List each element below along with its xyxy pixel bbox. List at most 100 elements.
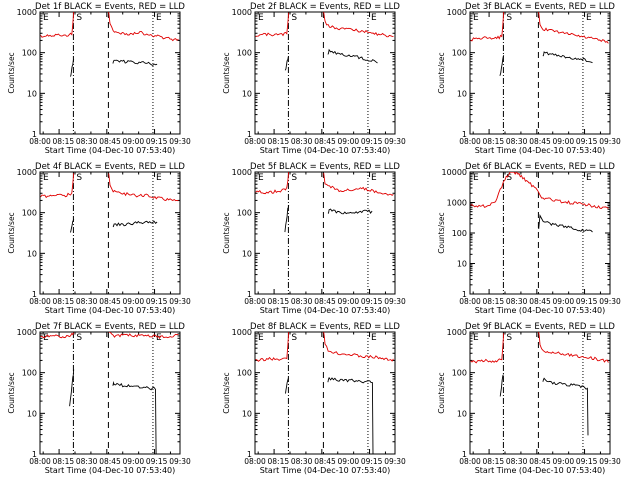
lld-series-line bbox=[470, 172, 609, 209]
x-tick-label: 08:30 bbox=[291, 137, 313, 146]
x-tick-label: 08:15 bbox=[483, 297, 505, 306]
lld-series-line bbox=[255, 172, 290, 195]
x-axis-label: Start Time (04-Dec-10 07:53:40) bbox=[475, 466, 606, 475]
events-series-line bbox=[70, 218, 75, 233]
x-tick-label: 09:00 bbox=[338, 297, 360, 306]
x-tick-label: 08:00 bbox=[459, 137, 481, 146]
time-marker-label: E bbox=[586, 173, 592, 183]
y-tick-label: 1000 bbox=[17, 8, 37, 17]
x-tick-label: 08:15 bbox=[53, 137, 75, 146]
y-tick-label: 100 bbox=[452, 49, 467, 58]
lld-series-line bbox=[108, 332, 179, 340]
time-marker-label: E bbox=[586, 333, 592, 343]
y-tick-label: 100 bbox=[22, 49, 37, 58]
y-tick-label: 10 bbox=[457, 409, 467, 418]
y-tick-label: 100 bbox=[22, 369, 37, 378]
x-tick-label: 08:00 bbox=[244, 297, 266, 306]
y-tick-label: 10 bbox=[457, 89, 467, 98]
y-tick-label: 10000 bbox=[442, 168, 467, 177]
x-tick-label: 08:45 bbox=[529, 457, 551, 466]
y-tick-label: 1000 bbox=[447, 328, 467, 337]
lld-series-line bbox=[323, 172, 394, 196]
panel-det-6: Det 6f BLACK = Events, RED = LLD 1 10 100 10… bbox=[437, 162, 621, 315]
time-marker-label: S bbox=[76, 173, 82, 183]
x-tick-label: 08:15 bbox=[53, 457, 75, 466]
y-tick-label: 10 bbox=[242, 249, 252, 258]
x-tick-label: 08:30 bbox=[506, 457, 528, 466]
events-series-line bbox=[285, 378, 289, 394]
events-series-line bbox=[70, 58, 75, 77]
events-series-line bbox=[542, 51, 593, 64]
x-tick-label: 09:30 bbox=[599, 137, 621, 146]
x-tick-label: 08:45 bbox=[99, 137, 121, 146]
events-series-line bbox=[112, 220, 158, 228]
time-marker-label: E bbox=[371, 13, 377, 23]
panel-title: Det 5f BLACK = Events, RED = LLD bbox=[250, 162, 400, 172]
x-tick-label: 09:15 bbox=[146, 457, 168, 466]
plot-frame bbox=[469, 171, 611, 295]
events-series-line bbox=[327, 376, 374, 454]
x-axis-label: Start Time (04-Dec-10 07:53:40) bbox=[45, 306, 176, 315]
y-tick-label: 100 bbox=[237, 209, 252, 218]
x-axis-label: Start Time (04-Dec-10 07:53:40) bbox=[475, 306, 606, 315]
x-tick-label: 09:00 bbox=[123, 137, 145, 146]
time-marker-label: E bbox=[473, 13, 479, 23]
x-tick-label: 08:00 bbox=[29, 137, 51, 146]
plot-frame bbox=[39, 171, 181, 295]
panel-det-9: Det 9f BLACK = Events, RED = LLD 1 10 100 10… bbox=[437, 322, 621, 475]
y-axis-label: Counts/sec bbox=[7, 52, 16, 93]
x-tick-label: 09:15 bbox=[146, 297, 168, 306]
y-tick-label: 10 bbox=[27, 409, 37, 418]
x-axis-label: Start Time (04-Dec-10 07:53:40) bbox=[260, 306, 391, 315]
time-marker-label: E bbox=[473, 173, 479, 183]
x-tick-label: 08:30 bbox=[506, 297, 528, 306]
x-axis-label: Start Time (04-Dec-10 07:53:40) bbox=[260, 466, 391, 475]
time-marker-label: E bbox=[473, 333, 479, 343]
panel-det-1: Det 1f BLACK = Events, RED = LLD 1 10 100 10… bbox=[7, 2, 191, 155]
y-tick-label: 1 bbox=[247, 290, 252, 299]
panel-title: Det 2f BLACK = Events, RED = LLD bbox=[250, 2, 400, 12]
events-series-line bbox=[69, 369, 75, 407]
x-tick-label: 09:15 bbox=[576, 297, 598, 306]
lld-series-line bbox=[323, 332, 394, 362]
x-tick-label: 09:15 bbox=[576, 457, 598, 466]
lld-series-line bbox=[538, 12, 609, 44]
time-marker-label: E bbox=[371, 333, 377, 343]
x-tick-label: 09:00 bbox=[338, 457, 360, 466]
x-tick-label: 09:15 bbox=[361, 457, 383, 466]
x-tick-label: 09:15 bbox=[146, 137, 168, 146]
x-tick-label: 08:00 bbox=[29, 297, 51, 306]
x-tick-label: 09:30 bbox=[169, 297, 191, 306]
time-marker-label: S bbox=[291, 13, 297, 23]
y-axis-label: Counts/sec bbox=[222, 372, 231, 413]
lld-series-line bbox=[40, 173, 75, 199]
y-axis-label: Counts/sec bbox=[437, 372, 446, 413]
plot-frame bbox=[39, 11, 181, 135]
x-tick-label: 08:30 bbox=[291, 297, 313, 306]
y-tick-label: 1000 bbox=[17, 328, 37, 337]
events-series-line bbox=[499, 374, 504, 397]
time-marker-label: E bbox=[43, 173, 49, 183]
x-tick-label: 09:00 bbox=[553, 297, 575, 306]
y-tick-label: 1 bbox=[462, 130, 467, 139]
time-marker-label: E bbox=[156, 173, 162, 183]
time-marker-label: S bbox=[506, 333, 512, 343]
time-marker-label: E bbox=[258, 333, 264, 343]
y-axis-label: Counts/sec bbox=[7, 372, 16, 413]
y-tick-label: 10 bbox=[27, 249, 37, 258]
y-tick-label: 100 bbox=[22, 209, 37, 218]
x-tick-label: 09:30 bbox=[384, 137, 406, 146]
lld-series-line bbox=[40, 332, 75, 339]
panel-title: Det 7f BLACK = Events, RED = LLD bbox=[35, 322, 185, 332]
y-tick-label: 1000 bbox=[447, 199, 467, 208]
x-axis-label: Start Time (04-Dec-10 07:53:40) bbox=[475, 146, 606, 155]
x-tick-label: 09:30 bbox=[599, 457, 621, 466]
events-series-line bbox=[327, 208, 373, 215]
y-axis-label: Counts/sec bbox=[437, 52, 446, 93]
plot-frame bbox=[254, 11, 396, 135]
plot-frame bbox=[254, 171, 396, 295]
time-marker-label: S bbox=[506, 13, 512, 23]
y-tick-label: 1 bbox=[32, 290, 37, 299]
x-tick-label: 09:30 bbox=[599, 297, 621, 306]
